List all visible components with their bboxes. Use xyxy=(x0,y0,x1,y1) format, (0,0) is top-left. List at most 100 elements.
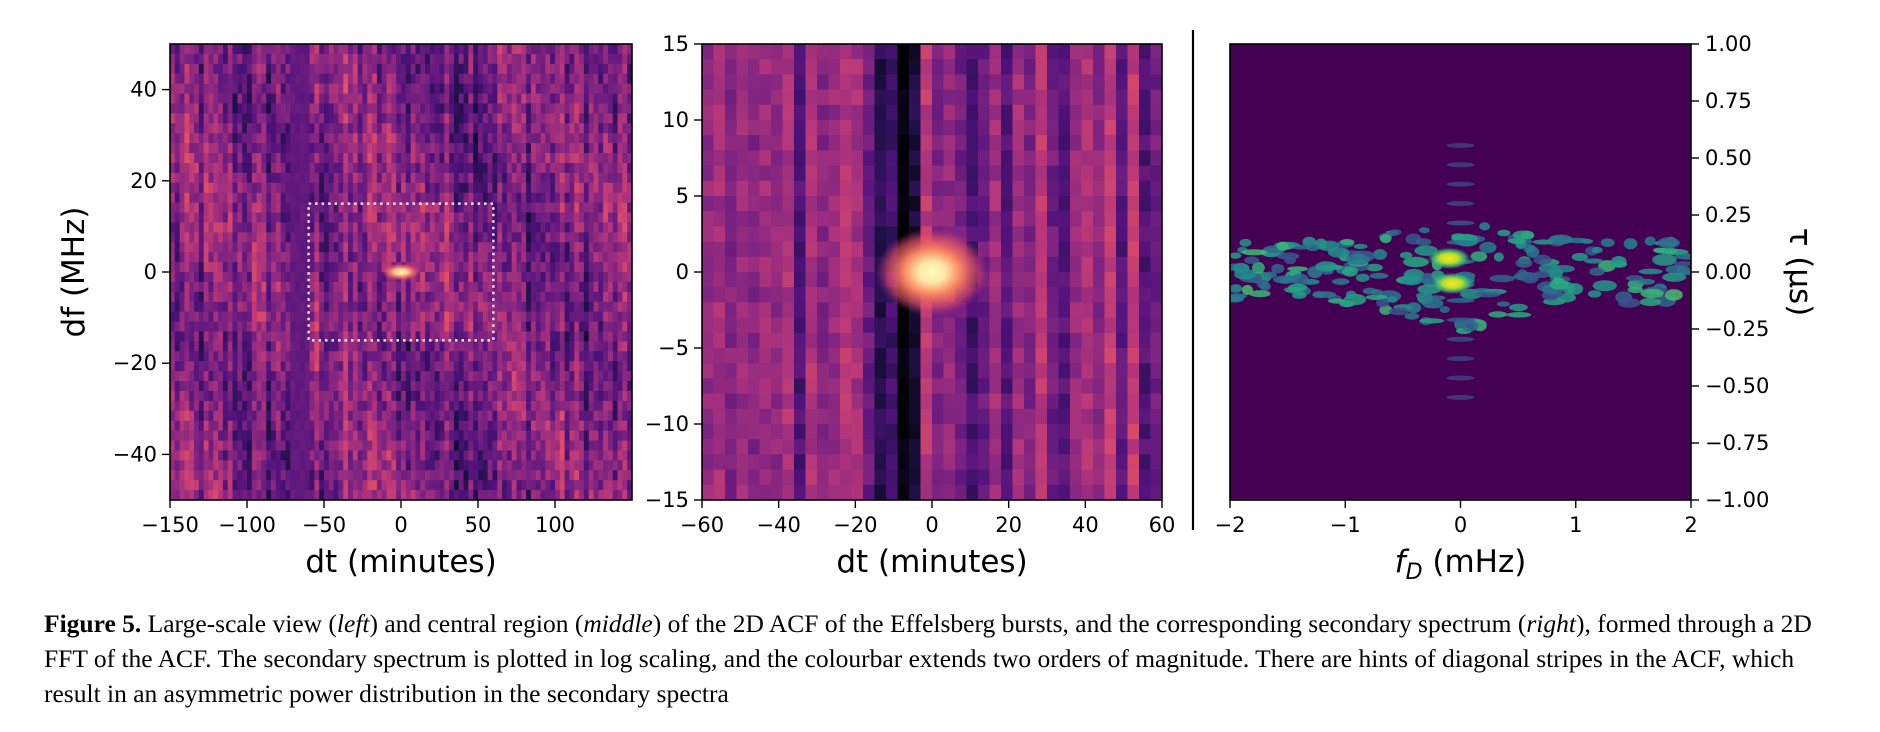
acf-cell xyxy=(285,153,291,164)
acf-cell xyxy=(545,440,551,452)
acf-cell xyxy=(299,450,306,461)
acf-cell xyxy=(208,440,214,452)
acf-cell xyxy=(511,470,518,481)
acf-cell xyxy=(492,381,498,392)
acf-cell xyxy=(622,123,628,134)
acf-cell xyxy=(324,192,330,204)
acf-cell xyxy=(261,321,267,333)
acf-cell xyxy=(622,470,628,481)
acf-cell xyxy=(290,232,296,243)
acf-cell xyxy=(184,83,190,95)
acf-cell xyxy=(607,272,614,283)
acf-cell xyxy=(453,301,460,313)
acf-cell xyxy=(203,123,210,134)
acf-cell xyxy=(348,93,354,105)
acf-cell xyxy=(391,192,397,204)
acf-cell xyxy=(194,440,200,452)
acf-cell xyxy=(607,133,614,144)
acf-cell xyxy=(840,180,853,197)
acf-cell xyxy=(851,469,864,486)
acf-cell xyxy=(502,430,508,442)
acf-cell xyxy=(184,291,190,303)
acf-cell xyxy=(174,252,181,263)
acf-cell xyxy=(401,103,407,114)
acf-cell xyxy=(208,73,214,85)
acf-cell xyxy=(492,321,498,333)
acf-cell xyxy=(194,311,200,323)
acf-cell xyxy=(759,44,772,60)
acf-cell xyxy=(627,381,632,392)
acf-cell xyxy=(817,484,830,500)
acf-cell xyxy=(759,120,772,136)
acf-cell xyxy=(194,222,200,233)
acf-cell xyxy=(376,331,383,342)
acf-cell xyxy=(261,143,267,154)
acf-cell xyxy=(222,371,229,382)
acf-cell xyxy=(449,113,455,124)
acf-cell xyxy=(299,162,306,174)
acf-cell xyxy=(309,73,315,85)
acf-cell xyxy=(478,361,484,372)
acf-cell xyxy=(410,172,417,184)
acf-cell xyxy=(425,272,431,283)
acf-cell xyxy=(583,420,590,432)
acf-cell xyxy=(559,113,566,124)
acf-cell xyxy=(410,232,417,243)
acf-cell xyxy=(444,420,450,432)
acf-cell xyxy=(372,143,378,154)
acf-cell xyxy=(179,252,186,263)
acf-cell xyxy=(376,440,383,452)
acf-cell xyxy=(285,232,291,243)
acf-cell xyxy=(242,410,248,422)
acf-cell xyxy=(299,281,306,293)
acf-cell xyxy=(184,93,190,105)
acf-cell xyxy=(449,202,455,214)
acf-cell xyxy=(319,361,325,372)
acf-cell xyxy=(526,430,532,442)
acf-cell xyxy=(874,378,887,395)
acf-cell xyxy=(275,440,282,452)
acf-cell xyxy=(309,252,315,263)
acf-cell xyxy=(251,281,258,293)
acf-cell xyxy=(328,390,335,402)
acf-cell xyxy=(338,410,344,422)
acf-cell xyxy=(352,143,359,154)
acf-cell xyxy=(405,222,412,233)
acf-cell xyxy=(736,104,749,121)
acf-cell xyxy=(324,301,330,313)
acf-cell xyxy=(396,172,402,184)
acf-cell xyxy=(550,93,556,105)
acf-cell xyxy=(381,83,388,95)
acf-cell xyxy=(348,430,354,442)
acf-cell xyxy=(588,242,595,253)
acf-cell xyxy=(343,232,349,243)
acf-cell xyxy=(782,424,795,440)
acf-cell xyxy=(478,222,484,233)
acf-cell xyxy=(535,281,542,293)
acf-cell xyxy=(550,212,556,224)
acf-cell xyxy=(434,351,441,362)
acf-cell xyxy=(607,242,614,253)
acf-cell xyxy=(203,371,210,382)
acf-cell xyxy=(261,73,267,85)
acf-cell xyxy=(170,83,176,95)
acf-cell xyxy=(569,182,575,194)
acf-cell xyxy=(840,196,853,212)
acf-cell xyxy=(593,262,599,273)
acf-cell xyxy=(851,317,864,334)
acf-cell xyxy=(189,53,195,65)
acf-cell xyxy=(198,232,205,243)
acf-cell xyxy=(285,311,291,323)
acf-cell xyxy=(545,470,551,481)
acf-cell xyxy=(275,232,282,243)
acf-cell xyxy=(497,291,503,303)
acf-cell xyxy=(449,420,455,432)
acf-cell xyxy=(420,172,426,184)
acf-cell xyxy=(886,363,899,379)
acf-cell xyxy=(194,103,200,114)
acf-cell xyxy=(603,281,609,293)
acf-cell xyxy=(362,440,368,452)
acf-cell xyxy=(598,371,604,382)
acf-cell xyxy=(333,212,340,224)
acf-cell xyxy=(559,232,566,243)
